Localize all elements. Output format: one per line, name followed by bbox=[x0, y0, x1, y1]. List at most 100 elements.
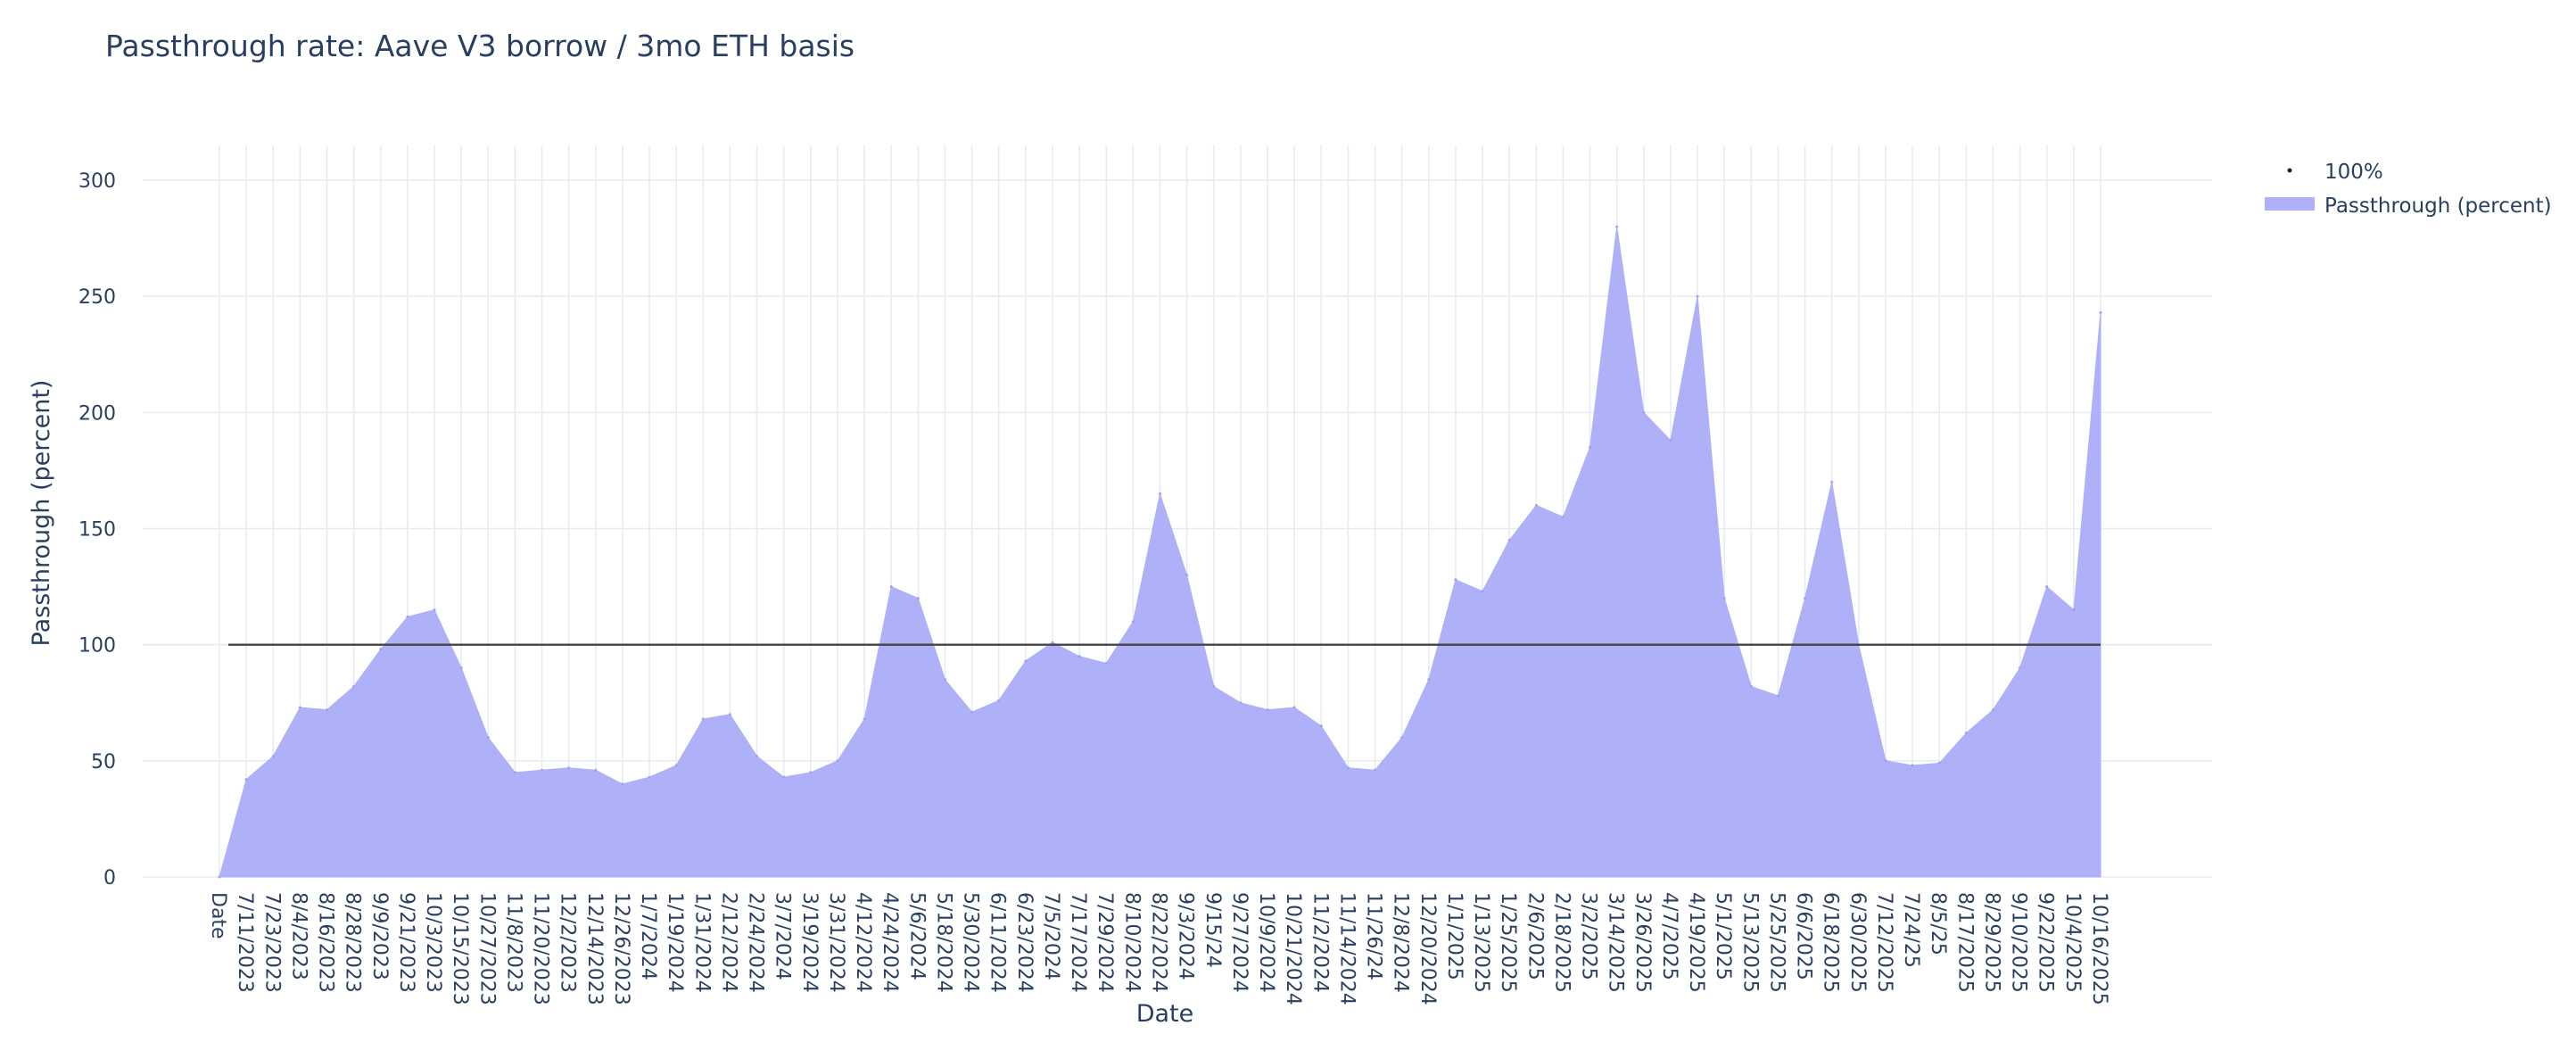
passthrough-point bbox=[1077, 655, 1081, 658]
x-tick-label: 1/7/2024 bbox=[637, 892, 659, 980]
passthrough-point bbox=[916, 597, 920, 600]
passthrough-point bbox=[621, 782, 624, 786]
x-tick-label: 12/8/2024 bbox=[1390, 892, 1412, 993]
x-tick-label: 7/11/2023 bbox=[234, 892, 256, 993]
x-tick-label: 12/14/2023 bbox=[583, 892, 606, 1005]
legend-marker-100pct bbox=[2287, 168, 2292, 173]
x-tick-label: 2/6/2025 bbox=[1523, 892, 1546, 980]
passthrough-point bbox=[1777, 694, 1779, 698]
passthrough-point bbox=[1239, 701, 1243, 705]
passthrough-point bbox=[1964, 732, 1968, 735]
x-tick-label: 5/13/2025 bbox=[1738, 892, 1761, 993]
y-tick-label: 300 bbox=[78, 170, 116, 193]
passthrough-point bbox=[1266, 708, 1269, 712]
x-tick-label: 7/29/2024 bbox=[1094, 892, 1116, 993]
passthrough-point bbox=[594, 768, 598, 772]
x-tick-label: 9/15/24 bbox=[1201, 892, 1224, 968]
x-tick-label: 3/26/2025 bbox=[1631, 892, 1654, 993]
legend-label-100pct: 100% bbox=[2324, 161, 2383, 184]
x-tick-label: 9/10/2025 bbox=[2008, 892, 2030, 993]
passthrough-point bbox=[1696, 294, 1699, 298]
passthrough-point bbox=[244, 778, 248, 782]
passthrough-point bbox=[1104, 662, 1108, 665]
x-tick-label: 3/31/2024 bbox=[825, 892, 847, 993]
passthrough-point bbox=[1159, 492, 1161, 495]
x-tick-label: 2/18/2025 bbox=[1550, 892, 1573, 993]
passthrough-point bbox=[674, 764, 678, 767]
x-tick-label: 8/10/2024 bbox=[1120, 892, 1143, 993]
x-tick-label: 4/19/2025 bbox=[1685, 892, 1707, 993]
passthrough-point bbox=[648, 775, 651, 779]
passthrough-point bbox=[1534, 504, 1538, 507]
passthrough-point bbox=[1749, 685, 1753, 688]
passthrough-point bbox=[1911, 764, 1914, 767]
x-tick-label: 2/12/2024 bbox=[717, 892, 739, 993]
passthrough-point bbox=[541, 768, 543, 772]
x-tick-label: 5/30/2024 bbox=[960, 892, 982, 993]
passthrough-point bbox=[782, 775, 786, 779]
x-tick-label: 8/4/2023 bbox=[287, 892, 310, 980]
x-tick-label: 10/21/2024 bbox=[1282, 892, 1304, 1005]
x-tick-label: 10/4/2025 bbox=[2061, 892, 2084, 993]
x-tick-label: 5/1/2025 bbox=[1712, 892, 1734, 980]
chart-title: Passthrough rate: Aave V3 borrow / 3mo E… bbox=[105, 29, 855, 63]
passthrough-point bbox=[298, 706, 301, 709]
passthrough-point bbox=[863, 717, 866, 721]
x-tick-label: 9/21/2023 bbox=[395, 892, 417, 993]
plot-area bbox=[218, 225, 2102, 879]
passthrough-point bbox=[1454, 578, 1457, 582]
passthrough-point bbox=[1804, 597, 1807, 600]
x-tick-label: 11/14/2024 bbox=[1335, 892, 1358, 1005]
y-tick-label: 250 bbox=[78, 286, 116, 309]
x-tick-label: 7/17/2024 bbox=[1067, 892, 1089, 993]
x-tick-label: 1/19/2024 bbox=[664, 892, 686, 993]
passthrough-point bbox=[326, 708, 328, 712]
passthrough-point bbox=[1212, 685, 1216, 688]
passthrough-point bbox=[433, 608, 436, 612]
legend: 100% Passthrough (percent) bbox=[2265, 161, 2552, 218]
x-tick-label: 8/28/2023 bbox=[342, 892, 364, 993]
x-tick-label: 5/18/2024 bbox=[932, 892, 954, 993]
passthrough-point bbox=[728, 713, 731, 716]
passthrough-point bbox=[970, 710, 974, 714]
passthrough-point bbox=[1589, 445, 1592, 449]
y-tick-label: 100 bbox=[78, 635, 116, 657]
x-tick-label: 7/23/2023 bbox=[260, 892, 283, 993]
legend-swatch-passthrough bbox=[2265, 197, 2315, 211]
passthrough-point bbox=[1507, 539, 1511, 542]
x-tick-label: 7/12/2025 bbox=[1873, 892, 1895, 993]
x-tick-label: 11/26/24 bbox=[1363, 892, 1385, 980]
passthrough-point bbox=[1319, 724, 1323, 728]
passthrough-point bbox=[1427, 678, 1431, 682]
x-tick-label: 10/9/2024 bbox=[1255, 892, 1277, 993]
x-axis-title: Date bbox=[1136, 1000, 1194, 1028]
x-tick-label: 8/16/2023 bbox=[315, 892, 337, 993]
x-tick-label: 6/30/2025 bbox=[1846, 892, 1869, 993]
passthrough-point bbox=[944, 678, 946, 682]
x-tick-label: 1/1/2025 bbox=[1443, 892, 1466, 980]
x-tick-label: 4/7/2025 bbox=[1658, 892, 1680, 980]
passthrough-point bbox=[755, 755, 759, 758]
y-tick-label: 50 bbox=[91, 751, 116, 773]
passthrough-point bbox=[1992, 708, 1994, 712]
x-tick-label: 10/16/2025 bbox=[2088, 892, 2110, 1005]
passthrough-point bbox=[1615, 225, 1619, 228]
passthrough-point bbox=[1561, 516, 1565, 518]
x-tick-label: 9/22/2025 bbox=[2035, 892, 2057, 993]
legend-label-passthrough: Passthrough (percent) bbox=[2324, 194, 2552, 218]
passthrough-point bbox=[1051, 641, 1054, 644]
x-tick-label: 11/8/2023 bbox=[502, 892, 524, 993]
passthrough-point bbox=[2019, 666, 2022, 670]
passthrough-point bbox=[2099, 310, 2102, 314]
x-tick-label: 5/25/2025 bbox=[1765, 892, 1788, 993]
passthrough-point bbox=[701, 717, 705, 721]
passthrough-point bbox=[1642, 410, 1646, 414]
passthrough-point bbox=[1481, 590, 1484, 593]
passthrough-point bbox=[486, 736, 490, 740]
passthrough-point bbox=[271, 755, 275, 758]
passthrough-point bbox=[1830, 481, 1834, 484]
passthrough-point bbox=[1374, 768, 1376, 772]
axes: 0 50 100 150 200 250 300 Date 7/11/2023 7/23/2023… bbox=[78, 170, 2110, 1005]
